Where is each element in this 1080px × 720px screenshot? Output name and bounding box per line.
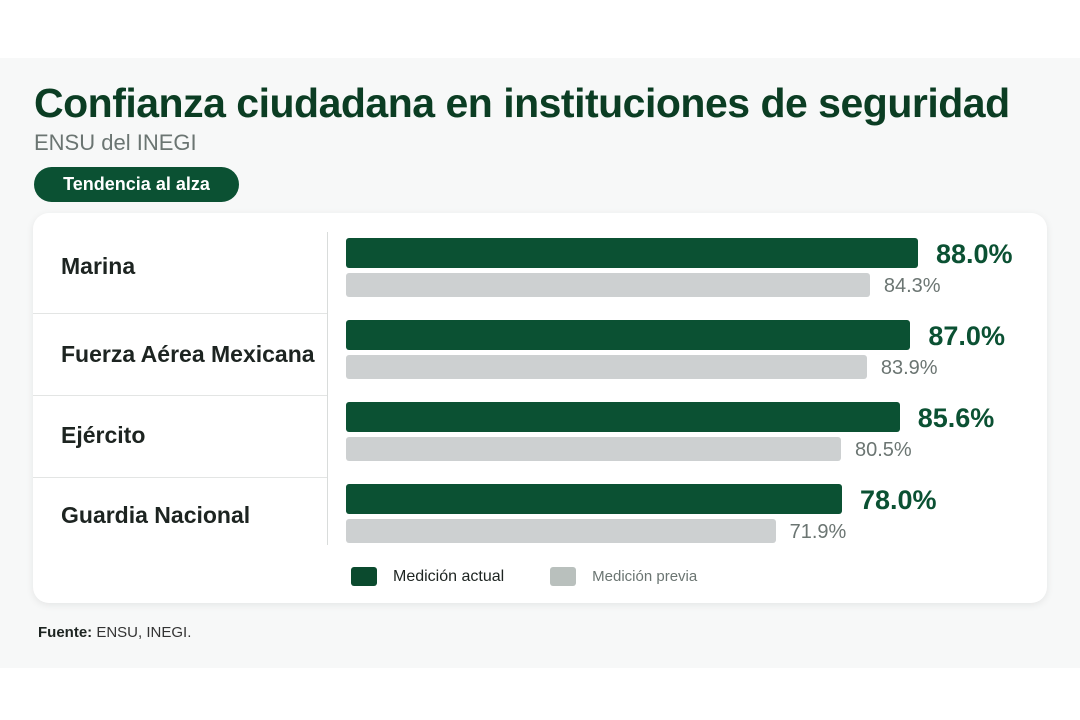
legend-swatch-previa: [550, 567, 577, 586]
bar-previa: [346, 437, 841, 461]
value-label-previa: 84.3%: [883, 275, 941, 297]
bar-previa: [346, 355, 867, 379]
trend-badge: Tendencia al alza: [34, 167, 239, 202]
bar-actual: [346, 320, 911, 350]
row-separator: [33, 313, 327, 314]
legend-swatch-actual: [351, 567, 377, 586]
category-label: Guardia Nacional: [61, 502, 251, 528]
chart-title: Confianza ciudadana en instituciones de …: [34, 80, 1010, 126]
source-text: ENSU, INEGI.: [96, 624, 192, 641]
chart-card: Marina 88.0% 84.3% Fuerza Aérea Mexicana 87.…: [33, 213, 1047, 603]
category-label: Ejército: [61, 422, 146, 448]
chart-row: Guardia Nacional 78.0% 71.9%: [33, 478, 1047, 560]
row-separator: [33, 477, 327, 478]
bar-actual: [346, 238, 918, 268]
legend: Medición actual Medición previa: [351, 567, 697, 586]
source-note: Fuente: ENSU, INEGI.: [38, 624, 191, 641]
category-divider: [327, 232, 328, 545]
chart-row: Ejército 85.6% 80.5%: [33, 396, 1047, 478]
source-label: Fuente:: [38, 624, 93, 641]
legend-label-actual: Medición actual: [393, 567, 505, 585]
chart-row: Fuerza Aérea Mexicana 87.0% 83.9%: [33, 314, 1047, 396]
value-label-actual: 87.0%: [928, 321, 1005, 351]
value-label-actual: 78.0%: [860, 485, 937, 515]
row-separator: [33, 395, 327, 396]
value-label-actual: 85.6%: [917, 403, 995, 433]
bar-actual: [346, 402, 900, 432]
category-label: Marina: [61, 253, 136, 279]
bar-previa: [346, 519, 776, 543]
value-label-previa: 83.9%: [880, 357, 938, 379]
value-label-actual: 88.0%: [936, 239, 1013, 269]
category-label: Fuerza Aérea Mexicana: [61, 341, 315, 367]
chart-subtitle: ENSU del INEGI: [34, 130, 197, 155]
chart-row: Marina 88.0% 84.3%: [33, 232, 1047, 314]
value-label-previa: 71.9%: [789, 521, 847, 543]
bar-previa: [346, 273, 870, 297]
bar-actual: [346, 484, 842, 514]
legend-label-previa: Medición previa: [592, 568, 698, 585]
value-label-previa: 80.5%: [855, 439, 912, 461]
